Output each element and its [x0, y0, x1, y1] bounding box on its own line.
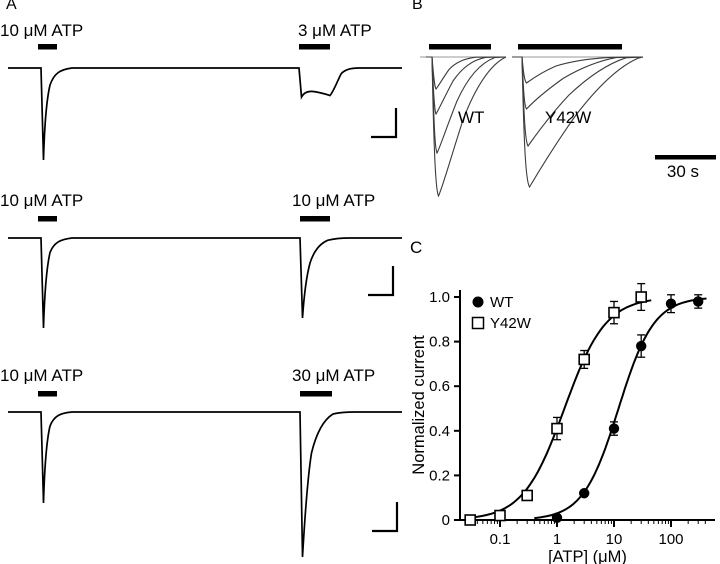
time-scale-label: 30 s — [666, 162, 700, 181]
x-tick-label: 1 — [553, 531, 561, 548]
wt-data-point — [692, 296, 704, 307]
row3-scale-bar — [372, 502, 399, 533]
row2-left-application-bar — [38, 216, 57, 222]
x-tick-label: 0.1 — [490, 531, 511, 548]
y42w-data-point — [608, 306, 620, 319]
wt-data-point — [608, 423, 620, 434]
row2-right-application-bar — [300, 216, 330, 222]
row3-current-trace — [8, 411, 402, 558]
row1-right-application-bar — [299, 44, 330, 50]
y-tick-label: 1.0 — [429, 289, 450, 306]
x-tick-label: 10 — [606, 531, 623, 548]
row1-right-atp-label: 3 μM ATP — [298, 21, 372, 40]
legend-label-y42w: Y42W — [490, 315, 532, 332]
row1-scale-bar — [371, 108, 398, 139]
row1-left-application-bar — [38, 44, 57, 50]
panel-a-letter: A — [6, 0, 17, 13]
wt-data-point — [635, 340, 647, 352]
dose-response-chart: 0 0.2 0.4 0.6 0.8 1.0 0.1 1 10 100 [ATP] (μM) Norma… — [410, 282, 715, 564]
y42w-data-point — [635, 291, 647, 303]
y42w-data-point — [494, 509, 506, 522]
y42w-data-point — [464, 514, 476, 526]
y42w-data-point — [551, 422, 563, 435]
legend-marker-y42w — [471, 316, 485, 330]
y42w-data-point — [521, 489, 533, 502]
row3-left-atp-label: 10 μM ATP — [0, 366, 84, 385]
y42w-fit-curve — [465, 299, 652, 520]
wt-application-bar — [429, 44, 491, 50]
legend-marker-wt — [472, 296, 484, 308]
legend-label-wt: WT — [490, 294, 513, 311]
row1-left-atp-label: 10 μM ATP — [0, 21, 84, 40]
row3-right-atp-label: 30 μM ATP — [292, 366, 376, 385]
wt-data-point — [551, 512, 563, 523]
x-tick-label: 100 — [658, 531, 683, 548]
row3-left-application-bar — [38, 391, 57, 397]
panel-b-letter: B — [412, 0, 423, 13]
y-tick-label: 0.4 — [429, 423, 450, 440]
y-axis-title: Normalized current — [410, 335, 428, 475]
y-tick-label: 0.6 — [429, 378, 450, 395]
row2-left-atp-label: 10 μM ATP — [0, 191, 84, 210]
wt-fit-curve — [534, 297, 707, 520]
x-axis-title: [ATP] (μM) — [548, 548, 627, 564]
panel-c-letter: C — [410, 238, 423, 257]
row3-right-application-bar — [300, 391, 332, 397]
row1-current-trace — [8, 67, 402, 161]
wt-data-point — [578, 488, 590, 499]
panel-a-traces — [8, 44, 402, 558]
y42w-data-point — [578, 353, 590, 366]
row2-scale-bar — [368, 266, 395, 297]
row2-current-trace — [8, 237, 402, 329]
y42w-application-bar — [518, 44, 622, 50]
row2-right-atp-label: 10 μM ATP — [292, 191, 376, 210]
y-tick-label: 0 — [442, 512, 450, 529]
wt-data-point — [665, 298, 677, 309]
y42w-trace-label: Y42W — [545, 108, 592, 127]
time-scale-bar — [655, 155, 716, 160]
wt-trace-family — [426, 56, 507, 198]
y42w-trace-family — [512, 56, 644, 189]
y-tick-label: 0.2 — [429, 467, 450, 484]
y-tick-label: 0.8 — [429, 334, 450, 351]
wt-trace-label: WT — [458, 108, 485, 127]
panel-b-traces — [420, 44, 716, 198]
